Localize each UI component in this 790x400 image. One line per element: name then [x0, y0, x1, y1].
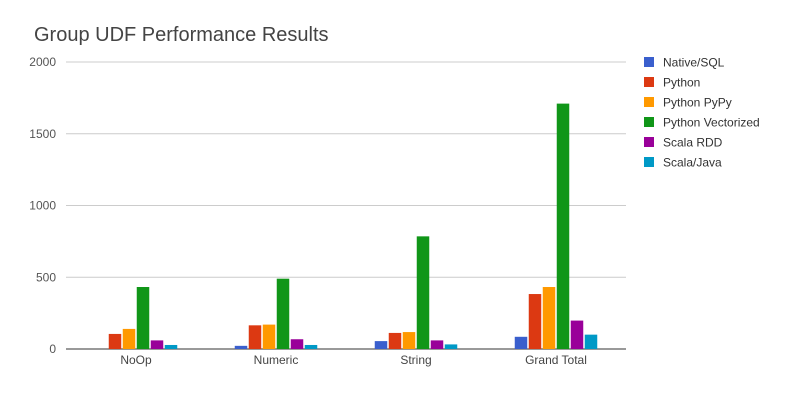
bar-numeric-scala-rdd[interactable] — [290, 339, 304, 349]
bar-noop-python-vectorized[interactable] — [136, 287, 150, 349]
bar-noop-scala-rdd[interactable] — [150, 340, 164, 349]
bar-string-scala-java[interactable] — [444, 344, 458, 349]
bar-numeric-scala-java[interactable] — [304, 344, 318, 349]
bar-string-scala-rdd[interactable] — [430, 340, 444, 349]
legend-swatch — [644, 137, 654, 147]
y-tick-label: 1000 — [29, 199, 56, 213]
legend-swatch — [644, 57, 654, 67]
legend-label[interactable]: Native/SQL — [663, 56, 725, 70]
bar-numeric-python-vectorized[interactable] — [276, 278, 290, 349]
legend-label[interactable]: Python — [663, 76, 700, 90]
legend-swatch — [644, 117, 654, 127]
bar-noop-scala-java[interactable] — [164, 344, 178, 349]
bar-noop-python[interactable] — [108, 333, 122, 349]
chart-title: Group UDF Performance Results — [34, 24, 329, 46]
bar-string-python[interactable] — [388, 332, 402, 349]
bar-grand-total-scala-rdd[interactable] — [570, 320, 584, 349]
x-category-label: String — [400, 353, 431, 367]
bar-grand-total-python-vectorized[interactable] — [556, 103, 570, 350]
x-category-label: NoOp — [120, 353, 152, 367]
y-tick-label: 2000 — [29, 55, 56, 69]
bar-numeric-python-pypy[interactable] — [262, 324, 276, 349]
y-tick-label: 0 — [49, 342, 56, 356]
legend-swatch — [644, 77, 654, 87]
gridlines — [66, 61, 626, 350]
y-tick-label: 1500 — [29, 127, 56, 141]
legend-label[interactable]: Python PyPy — [663, 96, 732, 110]
bar-grand-total-scala-java[interactable] — [584, 334, 598, 349]
legend[interactable]: Native/SQL Python Python PyPy Python Vector… — [644, 56, 760, 170]
bars — [108, 103, 598, 350]
legend-label[interactable]: Scala/Java — [663, 156, 722, 170]
bar-string-python-vectorized[interactable] — [416, 236, 430, 349]
bar-noop-python-pypy[interactable] — [122, 328, 136, 349]
x-category-label: Grand Total — [525, 353, 587, 367]
bar-string-python-pypy[interactable] — [402, 332, 416, 349]
y-tick-label: 500 — [36, 270, 56, 284]
legend-label[interactable]: Python Vectorized — [663, 116, 760, 130]
legend-swatch — [644, 157, 654, 167]
bar-grand-total-python-pypy[interactable] — [542, 287, 556, 349]
legend-swatch — [644, 97, 654, 107]
bar-grand-total-native-sql[interactable] — [514, 336, 528, 349]
x-axis-labels: NoOp Numeric String Grand Total — [120, 353, 587, 367]
bar-string-native-sql[interactable] — [374, 341, 388, 349]
legend-label[interactable]: Scala RDD — [663, 136, 723, 150]
bar-numeric-python[interactable] — [248, 325, 262, 349]
bar-grand-total-python[interactable] — [528, 294, 542, 349]
x-category-label: Numeric — [254, 353, 299, 367]
bar-numeric-native-sql[interactable] — [234, 345, 248, 349]
y-axis-ticks: 0 500 1000 1500 2000 — [29, 55, 56, 356]
